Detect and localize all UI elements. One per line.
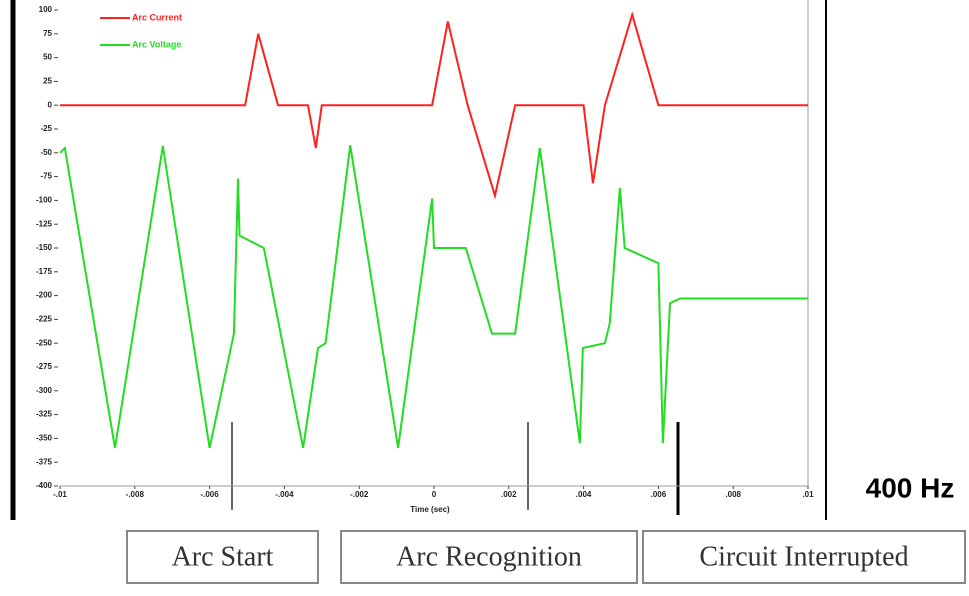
y-tick-label: -125 <box>36 219 53 228</box>
button-label[interactable]: Arc Recognition <box>396 541 582 572</box>
x-tick-label: .004 <box>576 490 592 499</box>
y-tick-label: -325 <box>36 410 53 419</box>
y-tick-label: 100 <box>39 5 53 14</box>
y-tick-label: -275 <box>36 362 53 371</box>
y-tick-label: -300 <box>36 386 53 395</box>
button-frame <box>340 530 638 584</box>
series-line <box>60 11 808 200</box>
series-line <box>59 145 808 449</box>
y-tick-label: -150 <box>36 243 53 252</box>
x-tick-label: 0 <box>432 490 437 499</box>
y-tick-label: -225 <box>36 315 53 324</box>
y-tick-label: 0 <box>48 100 53 109</box>
y-tick-label: -375 <box>36 457 53 466</box>
y-tick-label: 75 <box>43 29 52 38</box>
button-frame <box>126 530 319 584</box>
y-tick-label: -175 <box>36 267 53 276</box>
x-tick-label: .008 <box>725 490 741 499</box>
button-label[interactable]: Circuit Interrupted <box>699 541 908 572</box>
x-tick-label: .002 <box>501 490 517 499</box>
y-tick-label: 50 <box>43 53 52 62</box>
y-tick-label: -350 <box>36 434 53 443</box>
y-tick-label: -200 <box>36 291 53 300</box>
x-tick-label: -.01 <box>53 490 67 499</box>
x-tick-label: -.004 <box>275 490 294 499</box>
y-tick-label: -50 <box>40 148 52 157</box>
x-tick-label: -.006 <box>200 490 219 499</box>
y-tick-label: -75 <box>40 172 52 181</box>
x-tick-label: .006 <box>651 490 667 499</box>
x-tick-label: .01 <box>802 490 814 499</box>
frequency-label: 400 Hz <box>866 472 955 503</box>
x-tick-label: -.002 <box>350 490 369 499</box>
x-axis-title: Time (sec) <box>410 505 450 514</box>
y-tick-label: -100 <box>36 196 53 205</box>
button-label[interactable]: Arc Start <box>172 541 274 572</box>
y-tick-label: -25 <box>40 124 52 133</box>
y-tick-label: 25 <box>43 77 52 86</box>
legend-label: Arc Current <box>132 12 182 22</box>
button-frame <box>642 530 966 584</box>
legend-label: Arc Voltage <box>132 39 181 49</box>
y-tick-label: -250 <box>36 338 53 347</box>
y-tick-label: -400 <box>36 481 53 490</box>
x-tick-label: -.008 <box>126 490 145 499</box>
